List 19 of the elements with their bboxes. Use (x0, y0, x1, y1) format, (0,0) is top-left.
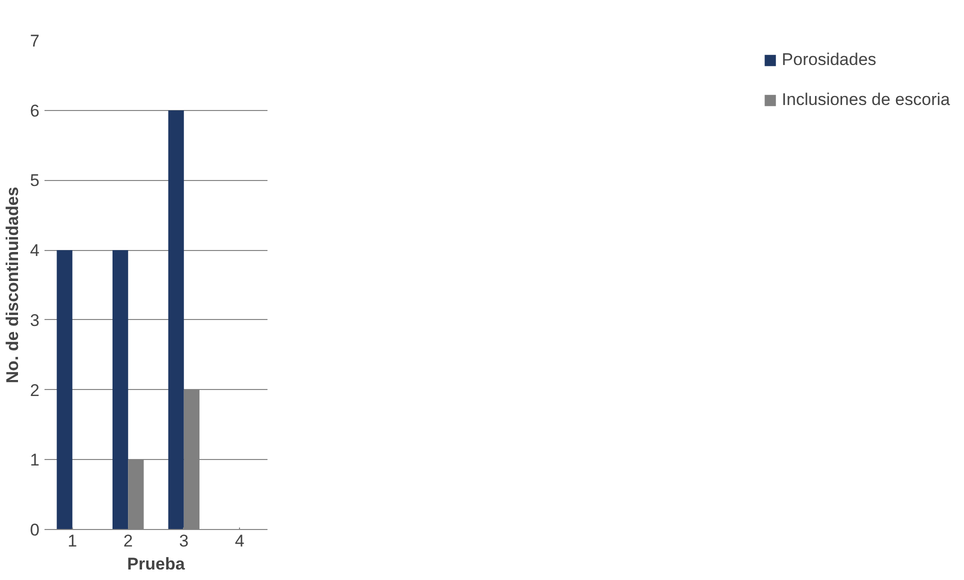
y-tick-label: 3 (30, 310, 40, 330)
x-tick-label: 1 (68, 532, 78, 550)
legend-label: Porosidades (782, 50, 876, 70)
y-tick-label: 0 (30, 520, 40, 540)
x-tick-label: 4 (234, 532, 244, 550)
bar (168, 110, 184, 530)
y-tick-label: 5 (30, 171, 40, 190)
y-tick-label: 6 (30, 101, 40, 120)
y-axis-title: No. de discontinuidades (3, 186, 22, 384)
y-tick-label: 1 (30, 450, 40, 470)
x-tick-label: 3 (179, 532, 189, 550)
bar (56, 250, 72, 530)
y-tick-label: 2 (30, 380, 40, 400)
y-tick-label: 4 (30, 241, 40, 260)
bar (112, 250, 128, 530)
x-tick-label: 2 (123, 532, 133, 550)
x-axis-title: Prueba (127, 554, 186, 574)
legend-label: Inclusiones de escoria (782, 90, 950, 110)
y-tick-label: 7 (30, 32, 40, 50)
